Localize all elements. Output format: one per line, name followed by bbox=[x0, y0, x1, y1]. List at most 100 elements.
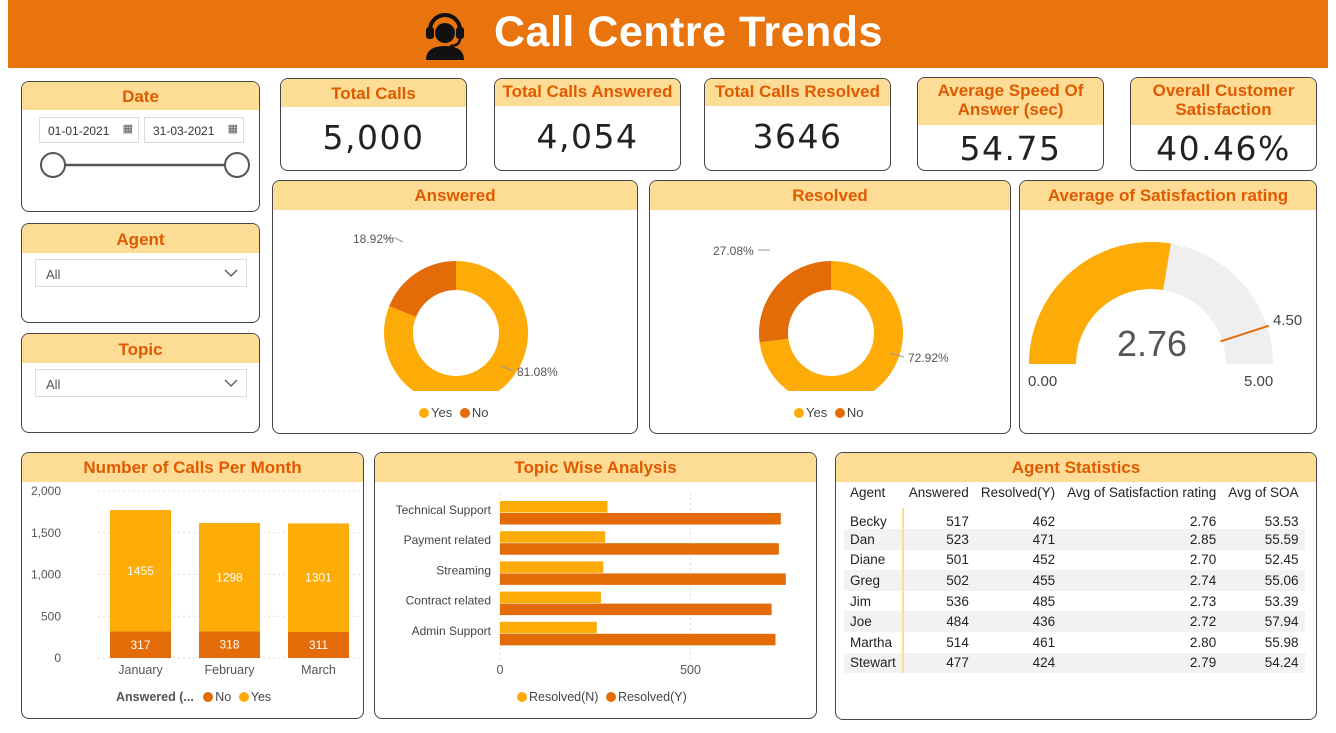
cell-answered: 501 bbox=[946, 552, 969, 568]
gauge-target-marker bbox=[1220, 324, 1270, 343]
kpi-title: Average Speed Of Answer (sec) bbox=[918, 78, 1103, 125]
y-tick-label: 1,500 bbox=[31, 526, 61, 540]
cell-answered: 502 bbox=[902, 570, 975, 591]
legend-swatch-no bbox=[203, 692, 214, 702]
answered-donut-card: Answered 18.92% 81.08% Yes No bbox=[272, 180, 638, 434]
kpi-total-calls-resolved: Total Calls Resolved 3646 bbox=[704, 78, 891, 171]
bar-technical-support-resolvedn[interactable] bbox=[500, 501, 608, 513]
cell-avg-soa: 57.94 bbox=[1222, 611, 1305, 632]
bar-streaming-resolvedn[interactable] bbox=[500, 561, 604, 573]
bar-contract-related-resolvedn[interactable] bbox=[500, 591, 601, 604]
chevron-down-icon[interactable] bbox=[224, 268, 238, 278]
legend-swatch-no bbox=[459, 408, 470, 418]
chart-title: Resolved bbox=[650, 181, 1010, 210]
donut-slice-no[interactable] bbox=[759, 261, 831, 343]
legend-swatch-no bbox=[834, 408, 845, 418]
donut-slice-yes[interactable] bbox=[759, 261, 903, 391]
bar-data-label: 1455 bbox=[127, 564, 154, 578]
legend-yes: Yes bbox=[250, 690, 272, 704]
donut-slice-yes[interactable] bbox=[384, 261, 528, 391]
bar-payment-related-resolvedn[interactable] bbox=[500, 531, 606, 543]
y-category-label: Contract related bbox=[406, 594, 491, 608]
table-title: Agent Statistics bbox=[836, 453, 1316, 482]
date-range-slider[interactable] bbox=[39, 150, 251, 180]
calendar-icon[interactable]: ▦ bbox=[122, 123, 133, 135]
kpi-average-speed-of-answer: Average Speed Of Answer (sec) 54.75 bbox=[917, 77, 1104, 171]
data-label-yes: 72.92% bbox=[908, 351, 949, 365]
end-date-value: 31-03-2021 bbox=[153, 124, 215, 138]
bar-admin-support-resolvedn[interactable] bbox=[500, 621, 597, 634]
legend-swatch-yes bbox=[238, 692, 249, 702]
answered-donut-chart: 18.92% 81.08% bbox=[353, 232, 558, 391]
bar-technical-support-resolvedy[interactable] bbox=[500, 513, 781, 525]
gauge-min-label: 0.00 bbox=[1028, 373, 1057, 390]
table-header-row: Agent Answered Resolved(Y) Avg of Satisf… bbox=[844, 483, 1305, 508]
cell-agent: Martha bbox=[844, 631, 904, 653]
legend-swatch-yes bbox=[419, 408, 429, 418]
donut-slice-no[interactable] bbox=[389, 261, 456, 317]
topic-wise-analysis-card: Topic Wise Analysis 0 500 Technical Suppor… bbox=[374, 452, 817, 719]
bar-data-label: 317 bbox=[130, 638, 150, 652]
column-header-avg-satisfaction[interactable]: Avg of Satisfaction rating bbox=[1067, 485, 1217, 500]
kpi-value: 54.75 bbox=[959, 129, 1062, 168]
chart-title: Topic Wise Analysis bbox=[375, 453, 816, 482]
chevron-down-icon[interactable] bbox=[224, 378, 238, 388]
cell-resolved: 455 bbox=[974, 570, 1062, 591]
bar-february-yes[interactable] bbox=[199, 523, 260, 632]
bar-data-label: 1298 bbox=[216, 570, 243, 584]
bar-payment-related-resolvedy[interactable] bbox=[500, 543, 779, 555]
cell-answered: 477 bbox=[902, 652, 975, 674]
kpi-title: Total Calls bbox=[281, 79, 466, 107]
slider-end-handle[interactable] bbox=[224, 152, 250, 178]
start-date-value: 01-01-2021 bbox=[48, 124, 110, 138]
bar-march-no[interactable] bbox=[288, 632, 349, 658]
kpi-title: Total Calls Answered bbox=[495, 79, 680, 106]
y-tick-label: 500 bbox=[41, 609, 61, 623]
headset-agent-icon bbox=[426, 13, 464, 60]
slider-start-handle[interactable] bbox=[40, 152, 66, 178]
cell-avg-soa: 55.98 bbox=[1264, 634, 1299, 650]
cell-answered: 484 bbox=[902, 611, 975, 632]
cell-answered: 523 bbox=[902, 529, 975, 550]
gauge-max-label: 5.00 bbox=[1244, 373, 1273, 390]
legend-swatch-yes bbox=[794, 408, 804, 418]
start-date-input[interactable]: 01-01-2021 ▦ bbox=[39, 117, 139, 143]
bar-contract-related-resolvedy[interactable] bbox=[500, 603, 772, 616]
topic-dropdown[interactable]: All bbox=[35, 369, 247, 397]
cell-resolved: 424 bbox=[974, 652, 1062, 674]
bar-streaming-resolvedy[interactable] bbox=[500, 573, 786, 585]
column-header-resolved[interactable]: Resolved(Y) bbox=[980, 485, 1056, 500]
data-label-no: 27.08% bbox=[713, 244, 754, 258]
column-header-avg-soa[interactable]: Avg of SOA bbox=[1228, 485, 1299, 500]
bar-data-label: 1301 bbox=[305, 571, 332, 585]
table-row: Becky 517 462 2.76 53.53 bbox=[844, 508, 1305, 529]
page-title: Call Centre Trends bbox=[494, 8, 883, 56]
topic-wise-analysis-chart: 0 500 Technical Support Payment related Stre… bbox=[396, 493, 786, 677]
cell-resolved: 462 bbox=[1032, 514, 1056, 529]
cell-answered: 514 bbox=[946, 634, 969, 650]
column-header-answered[interactable]: Answered bbox=[908, 485, 969, 500]
data-label-no: 18.92% bbox=[353, 232, 394, 246]
cell-agent: Becky bbox=[844, 508, 904, 529]
agent-dropdown[interactable]: All bbox=[35, 259, 247, 287]
agent-statistics-table: Agent Answered Resolved(Y) Avg of Satisf… bbox=[844, 483, 1306, 674]
bar-march-yes[interactable] bbox=[288, 523, 349, 633]
bar-admin-support-resolvedy[interactable] bbox=[500, 633, 776, 646]
table-row: Joe 484 436 2.72 57.94 bbox=[844, 611, 1305, 632]
kpi-value: 3646 bbox=[752, 117, 843, 156]
cell-avg-soa: 54.24 bbox=[1222, 652, 1305, 674]
column-header-agent[interactable]: Agent bbox=[850, 485, 886, 500]
cell-answered: 536 bbox=[946, 593, 969, 609]
calendar-icon[interactable]: ▦ bbox=[227, 123, 238, 135]
chart-legend: Answered (... No Yes bbox=[116, 690, 271, 704]
y-tick-label: 2,000 bbox=[31, 484, 61, 498]
cell-avg-soa: 55.59 bbox=[1222, 529, 1305, 550]
bar-january-yes[interactable] bbox=[110, 510, 171, 632]
x-tick-label: March bbox=[301, 663, 336, 677]
end-date-input[interactable]: 31-03-2021 ▦ bbox=[144, 117, 244, 143]
bar-january-no[interactable] bbox=[110, 631, 171, 658]
bar-february-no[interactable] bbox=[199, 631, 260, 658]
kpi-overall-customer-satisfaction: Overall Customer Satisfaction 40.46% bbox=[1130, 77, 1317, 171]
y-category-label: Payment related bbox=[404, 533, 491, 547]
x-tick-label: 500 bbox=[680, 663, 701, 677]
